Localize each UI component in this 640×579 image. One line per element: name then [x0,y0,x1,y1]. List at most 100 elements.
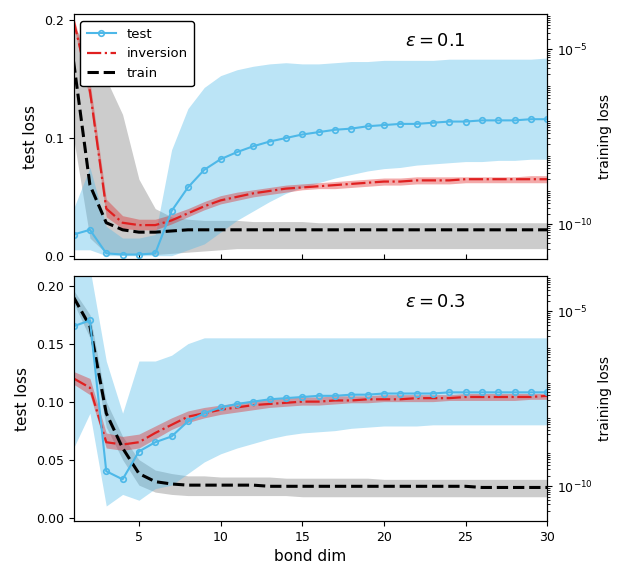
test [380,122,388,129]
train [348,483,355,490]
train [86,323,94,329]
train [380,226,388,233]
inversion [102,205,110,212]
test [217,404,225,411]
train [250,226,257,233]
test [233,149,241,156]
inversion [233,193,241,200]
inversion [298,184,306,191]
train [102,219,110,226]
train [152,478,159,485]
inversion [380,178,388,185]
Text: $\varepsilon=0.3$: $\varepsilon=0.3$ [405,294,466,312]
train [217,482,225,489]
inversion [135,222,143,229]
inversion [364,179,371,186]
inversion [429,395,436,402]
train [184,226,192,233]
train [315,483,323,490]
Line: test: test [71,318,550,482]
test [315,393,323,400]
train [86,182,94,189]
Line: test: test [71,116,550,257]
inversion [348,181,355,188]
test [478,117,486,124]
inversion [413,395,420,402]
test [266,396,273,403]
train [527,484,534,491]
train [266,226,273,233]
inversion [250,190,257,197]
train [364,226,371,233]
train [396,483,404,490]
Line: inversion: inversion [74,379,547,445]
train [250,482,257,489]
train [70,58,77,65]
inversion [511,394,518,401]
inversion [86,384,94,391]
test [396,390,404,397]
inversion [266,401,273,408]
inversion [364,396,371,403]
train [217,226,225,233]
train [70,294,77,301]
test [364,123,371,130]
test [511,389,518,396]
train [429,226,436,233]
test [527,116,534,123]
inversion [282,400,290,406]
test [70,323,77,329]
Line: inversion: inversion [74,20,547,225]
inversion [168,217,175,224]
test [348,391,355,398]
inversion [282,185,290,192]
test [494,389,502,396]
inversion [478,176,486,183]
test [168,207,175,214]
inversion [331,397,339,404]
inversion [86,87,94,94]
inversion [184,413,192,420]
inversion [102,439,110,446]
inversion [119,219,127,226]
test [396,120,404,127]
train [168,481,175,488]
test [184,418,192,425]
train [200,226,208,233]
train [266,483,273,490]
inversion [217,406,225,413]
inversion [445,177,453,184]
test [282,395,290,402]
inversion [184,210,192,217]
train [543,226,551,233]
Legend: test, inversion, train: test, inversion, train [80,21,194,86]
test [282,134,290,141]
Y-axis label: training loss: training loss [598,94,612,179]
train [298,483,306,490]
inversion [380,396,388,403]
test [461,389,469,396]
train [445,483,453,490]
test [413,390,420,397]
test [70,231,77,238]
train [413,226,420,233]
test [429,390,436,397]
inversion [494,394,502,401]
train [135,229,143,236]
test [233,401,241,408]
train [331,483,339,490]
test [102,468,110,475]
inversion [152,430,159,437]
inversion [168,422,175,428]
test [200,410,208,417]
test [152,250,159,257]
inversion [266,188,273,195]
inversion [70,375,77,382]
X-axis label: bond dim: bond dim [275,549,346,565]
test [102,250,110,257]
train [413,483,420,490]
inversion [445,395,453,402]
train [298,226,306,233]
train [233,226,241,233]
test [184,184,192,191]
